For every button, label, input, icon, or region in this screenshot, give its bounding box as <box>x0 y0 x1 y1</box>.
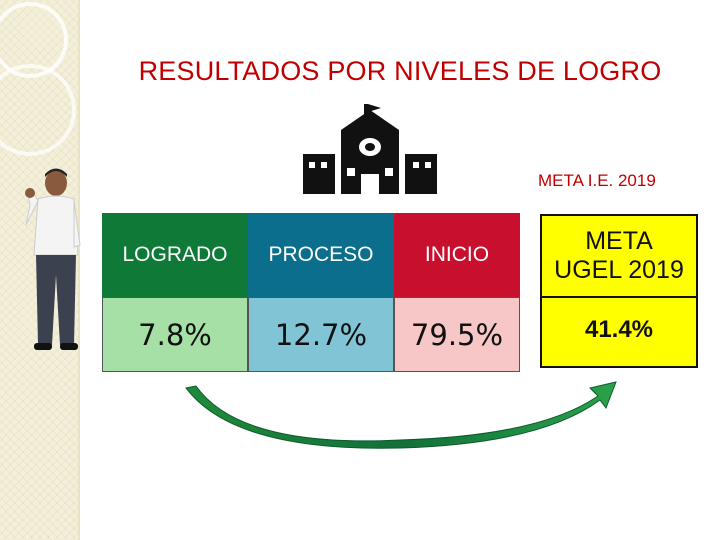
meta-ugel-label-line1: META <box>585 227 653 255</box>
header-inicio-label: INICIO <box>424 243 490 266</box>
meta-ie-label: META I.E. 2019 <box>538 171 656 190</box>
header-logrado-label: LOGRADO <box>122 243 228 266</box>
meta-ugel-label-line2: UGEL 2019 <box>554 256 684 284</box>
meta-ugel-value-text: 41.4% <box>584 316 654 343</box>
value-proceso: 12.7% <box>248 297 394 372</box>
meta-ugel-header: META UGEL 2019 <box>540 214 698 296</box>
value-inicio-text: 79.5% <box>410 317 504 352</box>
header-proceso: PROCESO <box>248 213 394 297</box>
page-title: RESULTADOS POR NIVELES DE LOGRO <box>138 56 662 86</box>
value-inicio: 79.5% <box>394 297 520 372</box>
header-inicio: INICIO <box>394 213 520 297</box>
meta-ugel-value: 41.4% <box>540 296 698 368</box>
value-logrado-text: 7.8% <box>138 317 212 352</box>
value-logrado: 7.8% <box>102 297 248 372</box>
curved-green-arrow <box>185 381 617 449</box>
header-logrado: LOGRADO <box>102 213 248 297</box>
decorative-circles <box>0 2 76 156</box>
value-proceso-text: 12.7% <box>274 317 368 352</box>
school-building-icon <box>303 102 437 196</box>
header-proceso-label: PROCESO <box>268 243 374 266</box>
student-thumbs-up-image <box>16 165 96 355</box>
